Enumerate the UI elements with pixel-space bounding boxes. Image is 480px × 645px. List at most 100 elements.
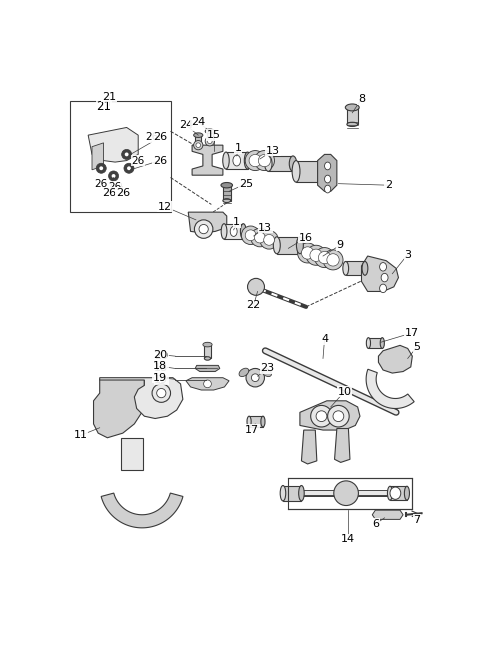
Ellipse shape — [262, 368, 271, 377]
Text: 1: 1 — [233, 217, 240, 227]
Polygon shape — [318, 154, 337, 192]
Circle shape — [125, 152, 129, 156]
Circle shape — [108, 171, 119, 181]
Text: 21: 21 — [96, 100, 111, 113]
Polygon shape — [335, 428, 350, 462]
Circle shape — [298, 243, 318, 263]
Circle shape — [248, 279, 264, 295]
Text: 11: 11 — [73, 430, 87, 441]
Ellipse shape — [223, 199, 230, 203]
Ellipse shape — [207, 141, 213, 143]
Ellipse shape — [362, 261, 368, 275]
Ellipse shape — [221, 224, 227, 239]
Text: 12: 12 — [158, 202, 172, 212]
Ellipse shape — [380, 338, 384, 348]
Ellipse shape — [264, 156, 272, 172]
Text: 26: 26 — [153, 132, 167, 143]
Bar — [207, 132, 213, 142]
Bar — [369, 338, 382, 348]
Text: 4: 4 — [321, 334, 328, 344]
Circle shape — [241, 226, 260, 244]
Ellipse shape — [404, 486, 409, 500]
Ellipse shape — [381, 273, 388, 282]
Polygon shape — [94, 379, 144, 438]
Circle shape — [254, 232, 265, 243]
Text: 1: 1 — [235, 143, 242, 154]
Text: 26: 26 — [116, 188, 130, 198]
Text: 26: 26 — [102, 188, 116, 198]
Ellipse shape — [223, 152, 229, 169]
Circle shape — [252, 374, 259, 382]
Ellipse shape — [299, 486, 304, 501]
Text: 16: 16 — [299, 233, 313, 243]
Polygon shape — [366, 369, 414, 408]
Polygon shape — [300, 401, 360, 430]
Circle shape — [316, 411, 327, 422]
Bar — [223, 185, 230, 201]
Text: 20: 20 — [153, 350, 167, 360]
Polygon shape — [361, 256, 398, 292]
Ellipse shape — [390, 487, 401, 499]
Ellipse shape — [223, 183, 230, 187]
Text: 15: 15 — [207, 130, 221, 140]
Ellipse shape — [203, 342, 212, 347]
Ellipse shape — [195, 144, 201, 147]
Polygon shape — [301, 430, 317, 464]
Ellipse shape — [204, 343, 211, 346]
Text: 25: 25 — [239, 179, 253, 188]
Circle shape — [196, 143, 201, 148]
Ellipse shape — [230, 226, 237, 237]
Ellipse shape — [347, 123, 358, 126]
Ellipse shape — [239, 368, 249, 377]
Bar — [195, 135, 201, 146]
Ellipse shape — [247, 416, 251, 427]
Circle shape — [245, 230, 256, 241]
Bar — [347, 108, 358, 124]
Text: 7: 7 — [413, 515, 420, 525]
Bar — [296, 161, 322, 182]
Ellipse shape — [240, 224, 246, 239]
Circle shape — [301, 247, 314, 259]
Text: 14: 14 — [341, 535, 355, 544]
Circle shape — [156, 388, 166, 398]
Circle shape — [254, 150, 275, 170]
Circle shape — [333, 411, 344, 422]
Circle shape — [318, 252, 331, 264]
Ellipse shape — [380, 263, 386, 271]
Ellipse shape — [233, 155, 240, 166]
Circle shape — [334, 481, 359, 506]
Circle shape — [246, 368, 264, 387]
Ellipse shape — [205, 129, 215, 134]
Ellipse shape — [292, 161, 300, 182]
Polygon shape — [192, 145, 223, 175]
Circle shape — [311, 406, 332, 427]
Ellipse shape — [195, 134, 201, 137]
Text: 17: 17 — [405, 328, 419, 338]
Polygon shape — [92, 143, 104, 170]
Bar — [226, 152, 248, 169]
Ellipse shape — [221, 183, 232, 188]
Ellipse shape — [366, 338, 371, 348]
Text: 10: 10 — [337, 386, 351, 397]
Circle shape — [205, 137, 215, 146]
Text: 22: 22 — [247, 301, 261, 310]
Ellipse shape — [280, 486, 286, 501]
Ellipse shape — [347, 105, 358, 110]
Circle shape — [323, 250, 343, 270]
Polygon shape — [372, 510, 403, 519]
Circle shape — [96, 163, 106, 174]
Text: 20: 20 — [154, 351, 168, 361]
Text: 5: 5 — [413, 342, 420, 352]
Text: 26: 26 — [145, 132, 159, 143]
Polygon shape — [186, 378, 229, 390]
Circle shape — [124, 163, 134, 174]
Bar — [390, 486, 407, 500]
Text: 17: 17 — [245, 425, 259, 435]
Text: 26: 26 — [132, 155, 145, 166]
Text: 8: 8 — [358, 94, 365, 104]
Text: 13: 13 — [258, 223, 272, 233]
Ellipse shape — [380, 284, 386, 293]
Polygon shape — [195, 365, 220, 372]
Ellipse shape — [207, 130, 213, 133]
Text: 6: 6 — [372, 519, 379, 529]
